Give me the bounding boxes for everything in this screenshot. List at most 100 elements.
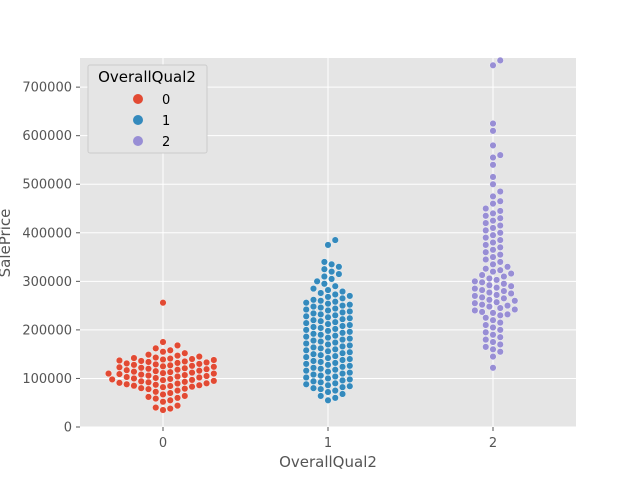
data-point-1: [309, 323, 317, 331]
data-point-1: [302, 326, 310, 334]
data-point-0: [130, 374, 138, 382]
data-point-1: [324, 293, 332, 301]
legend-box: [87, 64, 208, 154]
data-point-0: [188, 362, 196, 370]
data-point-0: [181, 392, 189, 400]
data-point-0: [181, 357, 189, 365]
data-point-2: [489, 268, 497, 276]
data-point-2: [511, 306, 519, 314]
data-point-1: [302, 380, 310, 388]
data-point-2: [496, 251, 504, 259]
data-point-0: [210, 377, 218, 385]
data-point-1: [339, 370, 347, 378]
data-point-0: [137, 377, 145, 385]
data-point-0: [159, 398, 167, 406]
data-point-2: [471, 285, 479, 293]
data-point-2: [511, 297, 519, 305]
data-point-2: [489, 141, 497, 149]
data-point-0: [152, 404, 160, 412]
data-point-0: [166, 405, 174, 413]
data-point-2: [489, 61, 497, 69]
data-point-2: [489, 323, 497, 331]
data-point-1: [331, 290, 339, 298]
data-point-1: [324, 388, 332, 396]
data-point-1: [324, 368, 332, 376]
data-point-1: [324, 396, 332, 404]
data-point-2: [485, 296, 493, 304]
data-point-2: [489, 173, 497, 181]
data-point-2: [478, 278, 486, 286]
data-point-1: [331, 305, 339, 313]
y-tick-label: 500000: [22, 178, 72, 193]
data-point-2: [489, 338, 497, 346]
data-point-1: [346, 328, 354, 336]
data-point-2: [482, 314, 490, 322]
y-axis-label: SalePrice: [0, 209, 14, 278]
data-point-1: [339, 376, 347, 384]
data-point-0: [159, 406, 167, 414]
data-point-0: [195, 373, 203, 381]
data-point-0: [144, 351, 152, 359]
data-point-2: [489, 120, 497, 128]
data-point-2: [507, 270, 515, 278]
data-point-0: [144, 393, 152, 401]
data-point-1: [324, 327, 332, 335]
data-point-2: [500, 294, 508, 302]
data-point-2: [489, 154, 497, 162]
data-point-1: [328, 260, 336, 268]
data-points: [105, 56, 519, 414]
data-point-0: [203, 372, 211, 380]
data-point-2: [489, 161, 497, 169]
data-point-1: [317, 392, 325, 400]
y-tick-label: 600000: [22, 129, 72, 144]
data-point-0: [144, 372, 152, 380]
data-point-2: [489, 180, 497, 188]
data-point-1: [302, 306, 310, 314]
data-point-2: [489, 217, 497, 225]
data-point-2: [489, 353, 497, 361]
data-point-0: [159, 376, 167, 384]
data-point-0: [115, 379, 123, 387]
data-point-0: [188, 383, 196, 391]
data-point-1: [328, 275, 336, 283]
data-point-0: [203, 365, 211, 373]
y-tick-label: 100000: [22, 372, 72, 387]
data-point-1: [309, 309, 317, 317]
data-point-1: [339, 302, 347, 310]
data-point-2: [504, 310, 512, 318]
data-point-0: [188, 369, 196, 377]
data-point-2: [489, 127, 497, 135]
data-point-0: [174, 366, 182, 374]
data-point-1: [324, 354, 332, 362]
data-point-1: [313, 277, 321, 285]
data-point-0: [203, 358, 211, 366]
data-point-1: [331, 366, 339, 374]
data-point-2: [496, 348, 504, 356]
data-point-1: [331, 379, 339, 387]
data-point-1: [331, 332, 339, 340]
data-point-2: [493, 291, 501, 299]
data-point-1: [309, 330, 317, 338]
data-point-2: [482, 248, 490, 256]
data-point-0: [159, 369, 167, 377]
data-point-2: [471, 277, 479, 285]
data-point-0: [130, 361, 138, 369]
data-point-1: [335, 263, 343, 271]
data-point-2: [489, 345, 497, 353]
data-point-2: [493, 284, 501, 292]
data-point-2: [496, 214, 504, 222]
data-point-2: [485, 274, 493, 282]
data-point-1: [317, 304, 325, 312]
data-point-0: [174, 394, 182, 402]
data-point-2: [489, 238, 497, 246]
data-point-1: [309, 343, 317, 351]
data-point-1: [317, 344, 325, 352]
data-point-0: [174, 373, 182, 381]
data-point-2: [489, 224, 497, 232]
data-point-0: [195, 367, 203, 375]
data-point-1: [324, 361, 332, 369]
data-point-1: [309, 377, 317, 385]
data-point-2: [496, 333, 504, 341]
data-point-1: [331, 282, 339, 290]
